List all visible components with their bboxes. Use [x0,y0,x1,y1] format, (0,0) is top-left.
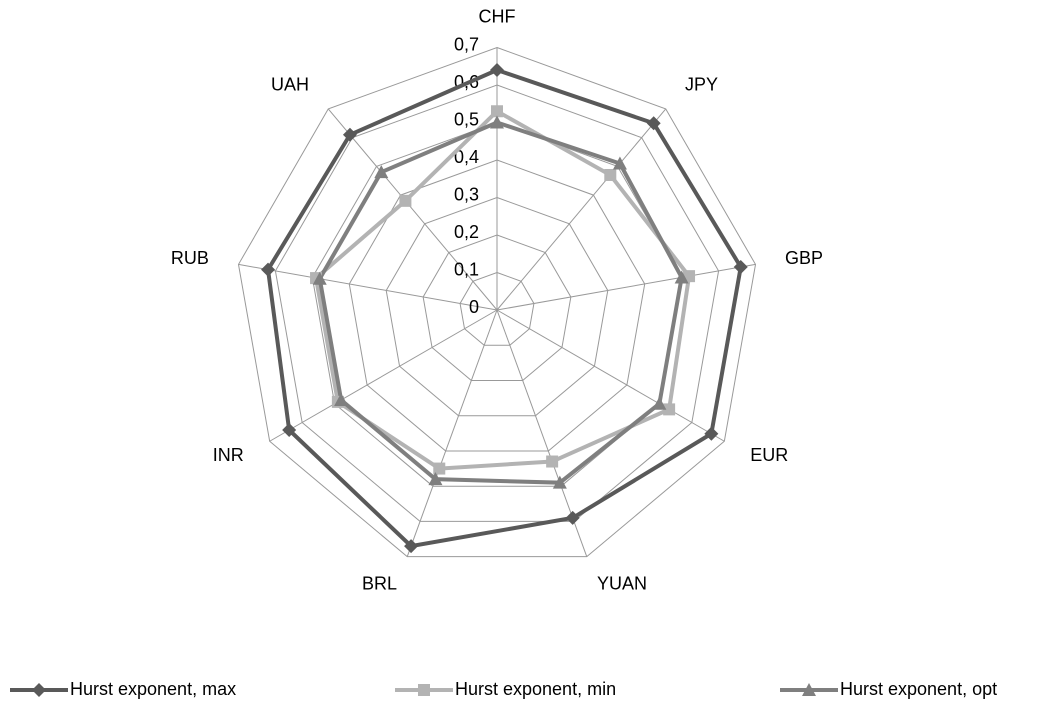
grid-line [422,234,572,381]
axis-spoke [327,108,498,311]
marker [32,683,46,697]
marker [490,115,504,129]
marker [733,260,748,275]
marker [261,262,276,277]
tick-label: 0,3 [454,184,479,204]
marker [418,684,430,696]
category-label: BRL [362,574,397,594]
marker [704,426,719,441]
series-line [265,67,743,549]
marker [433,462,446,475]
axis-spoke [496,108,667,311]
legend-label: Hurst exponent, max [70,679,236,699]
marker [404,539,419,554]
marker [612,156,627,170]
marker [565,510,580,525]
category-label: RUB [171,248,209,268]
axis-spoke [238,263,498,311]
marker [428,472,443,486]
legend-label: Hurst exponent, opt [840,679,997,699]
category-label: CHF [479,6,516,26]
category-label: INR [213,445,244,465]
tick-label: 0,5 [454,109,479,129]
category-label: JPY [685,75,718,95]
tick-label: 0,2 [454,222,479,242]
category-label: GBP [785,248,823,268]
marker [552,475,567,489]
legend-label: Hurst exponent, min [455,679,616,699]
marker [342,127,357,142]
marker [282,423,297,437]
marker [312,271,327,285]
axis-spoke [406,309,498,557]
marker [399,194,412,207]
grid-line [348,159,646,452]
marker [604,168,617,181]
series-line [317,120,684,485]
grid-line [274,84,720,522]
marker [674,270,689,284]
axis-spoke [496,309,725,442]
axis-spoke [496,263,756,311]
category-label: EUR [750,445,788,465]
tick-label: 0,7 [454,34,479,54]
marker [374,165,389,179]
grid-line [459,271,535,346]
marker [546,455,559,468]
tick-label: 0,1 [454,259,479,279]
marker [646,116,661,131]
tick-label: 0 [469,297,479,317]
marker [491,105,503,118]
marker [663,403,676,416]
series-line [313,108,692,471]
grid-line [237,46,757,558]
marker [652,396,667,410]
tick-label: 0,4 [454,147,479,167]
marker [490,63,504,77]
marker [334,393,349,406]
marker [802,683,816,696]
grid-line [385,196,609,417]
category-label: YUAN [597,574,647,594]
axis-spoke [269,309,498,442]
category-label: UAH [271,75,309,95]
